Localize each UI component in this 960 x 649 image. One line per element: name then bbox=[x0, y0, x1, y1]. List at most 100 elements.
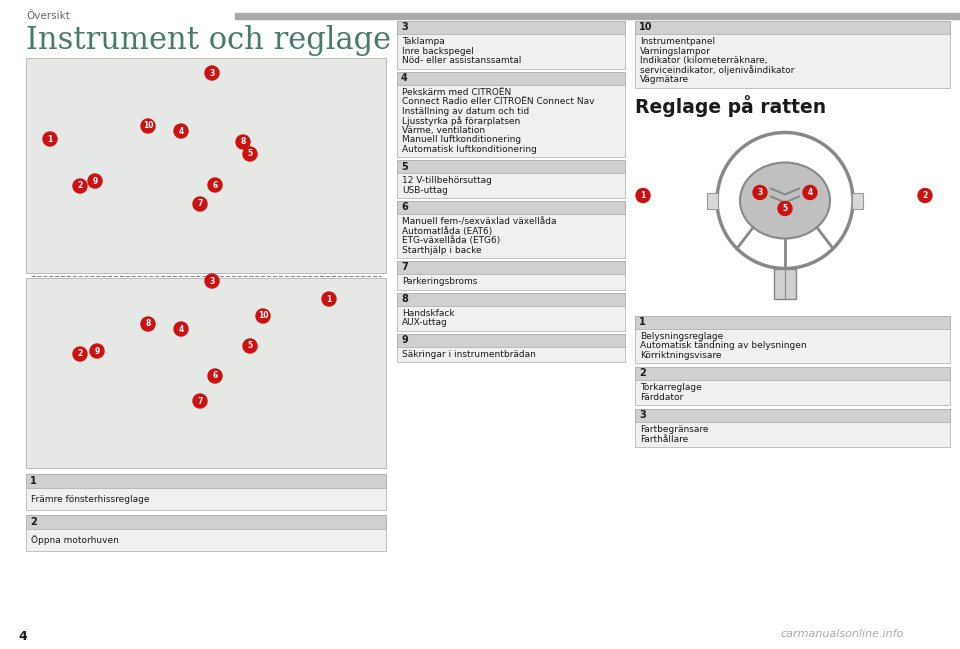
Text: 4: 4 bbox=[179, 324, 183, 334]
Text: 1: 1 bbox=[30, 476, 36, 486]
Bar bbox=[635, 21, 950, 34]
Text: 4: 4 bbox=[401, 73, 408, 83]
Text: 4: 4 bbox=[807, 188, 812, 197]
Ellipse shape bbox=[740, 162, 830, 238]
Bar bbox=[635, 409, 950, 422]
Text: Automatlåda (EAT6): Automatlåda (EAT6) bbox=[402, 227, 492, 236]
Text: 8: 8 bbox=[145, 319, 151, 328]
Circle shape bbox=[918, 188, 932, 202]
Text: 4: 4 bbox=[18, 630, 27, 644]
Circle shape bbox=[243, 147, 257, 161]
Text: Inställning av datum och tid: Inställning av datum och tid bbox=[402, 106, 529, 116]
Bar bbox=[774, 269, 796, 299]
Text: 1: 1 bbox=[640, 191, 646, 200]
Bar bbox=[635, 315, 950, 363]
Text: Främre fönsterhissreglage: Främre fönsterhissreglage bbox=[31, 495, 150, 504]
Bar bbox=[26, 515, 386, 529]
Text: 3: 3 bbox=[209, 69, 215, 77]
Circle shape bbox=[243, 339, 257, 353]
Bar bbox=[26, 278, 386, 468]
Text: Öppna motorhuven: Öppna motorhuven bbox=[31, 535, 119, 545]
Bar bbox=[635, 21, 950, 88]
Text: 6: 6 bbox=[212, 371, 218, 380]
Circle shape bbox=[636, 188, 650, 202]
Circle shape bbox=[141, 119, 155, 133]
Text: 7: 7 bbox=[198, 397, 203, 406]
Bar bbox=[635, 315, 950, 328]
Bar bbox=[397, 334, 625, 362]
Text: 1: 1 bbox=[326, 295, 331, 304]
Bar bbox=[397, 293, 625, 330]
Text: Taklampa: Taklampa bbox=[402, 37, 444, 46]
Text: Automatisk tändning av belysningen: Automatisk tändning av belysningen bbox=[640, 341, 806, 350]
Text: Belysningsreglage: Belysningsreglage bbox=[640, 332, 723, 341]
Bar bbox=[397, 293, 625, 306]
Circle shape bbox=[208, 178, 222, 192]
Text: Ljusstyrka på förarplatsen: Ljusstyrka på förarplatsen bbox=[402, 116, 520, 126]
Bar bbox=[397, 71, 625, 157]
Circle shape bbox=[193, 197, 207, 211]
Text: 9: 9 bbox=[94, 347, 100, 356]
Bar bbox=[397, 21, 625, 69]
Text: Parkeringsbroms: Parkeringsbroms bbox=[402, 277, 477, 286]
Text: 6: 6 bbox=[401, 202, 408, 212]
Circle shape bbox=[73, 347, 87, 361]
Bar bbox=[26, 474, 386, 510]
Bar bbox=[397, 160, 625, 173]
Bar bbox=[852, 193, 863, 208]
Text: Fartbegränsare: Fartbegränsare bbox=[640, 425, 708, 434]
Text: Inre backspegel: Inre backspegel bbox=[402, 47, 474, 56]
Circle shape bbox=[778, 201, 792, 215]
Bar bbox=[397, 261, 625, 274]
Text: Torkarreglage: Torkarreglage bbox=[640, 384, 702, 392]
Bar bbox=[397, 334, 625, 347]
Circle shape bbox=[141, 317, 155, 331]
Circle shape bbox=[236, 135, 250, 149]
Circle shape bbox=[73, 179, 87, 193]
Text: 3: 3 bbox=[639, 411, 646, 421]
Text: Manuell luftkonditionering: Manuell luftkonditionering bbox=[402, 135, 521, 144]
Text: Översikt: Översikt bbox=[26, 11, 70, 21]
Text: Färddator: Färddator bbox=[640, 393, 684, 402]
Circle shape bbox=[43, 132, 57, 146]
Text: 10: 10 bbox=[257, 312, 268, 321]
Text: serviceindikator, oljenivåindikator: serviceindikator, oljenivåindikator bbox=[640, 66, 794, 75]
Text: 6: 6 bbox=[212, 180, 218, 190]
Bar bbox=[707, 193, 718, 208]
Text: 9: 9 bbox=[92, 177, 98, 186]
Text: Farthållare: Farthållare bbox=[640, 435, 688, 444]
Circle shape bbox=[174, 322, 188, 336]
Text: Värme, ventilation: Värme, ventilation bbox=[402, 126, 485, 135]
Circle shape bbox=[193, 394, 207, 408]
Bar bbox=[397, 261, 625, 289]
Text: Automatisk luftkonditionering: Automatisk luftkonditionering bbox=[402, 145, 537, 154]
Circle shape bbox=[205, 274, 219, 288]
Text: 2: 2 bbox=[78, 350, 83, 358]
Text: 2: 2 bbox=[78, 182, 83, 191]
Bar bbox=[397, 201, 625, 258]
Text: USB-uttag: USB-uttag bbox=[402, 186, 448, 195]
Circle shape bbox=[753, 186, 767, 199]
Text: 10: 10 bbox=[639, 23, 653, 32]
Text: Körriktningsvisare: Körriktningsvisare bbox=[640, 350, 722, 360]
Text: Pekskärm med CITROËN: Pekskärm med CITROËN bbox=[402, 88, 512, 97]
Text: 1: 1 bbox=[639, 317, 646, 327]
Text: 9: 9 bbox=[401, 335, 408, 345]
Circle shape bbox=[174, 124, 188, 138]
Text: 7: 7 bbox=[198, 199, 203, 208]
Circle shape bbox=[88, 174, 102, 188]
Circle shape bbox=[90, 344, 104, 358]
Bar bbox=[635, 367, 950, 380]
Text: 5: 5 bbox=[782, 204, 787, 213]
Bar bbox=[235, 13, 960, 19]
Text: Varningslampor: Varningslampor bbox=[640, 47, 710, 56]
Text: 8: 8 bbox=[401, 294, 408, 304]
Circle shape bbox=[803, 186, 817, 199]
Bar bbox=[397, 160, 625, 198]
Text: 1: 1 bbox=[47, 134, 53, 143]
Bar bbox=[397, 21, 625, 34]
Bar bbox=[397, 201, 625, 214]
Text: 10: 10 bbox=[143, 121, 154, 130]
Text: 3: 3 bbox=[401, 23, 408, 32]
Text: Connect Radio eller CITROËN Connect Nav: Connect Radio eller CITROËN Connect Nav bbox=[402, 97, 594, 106]
